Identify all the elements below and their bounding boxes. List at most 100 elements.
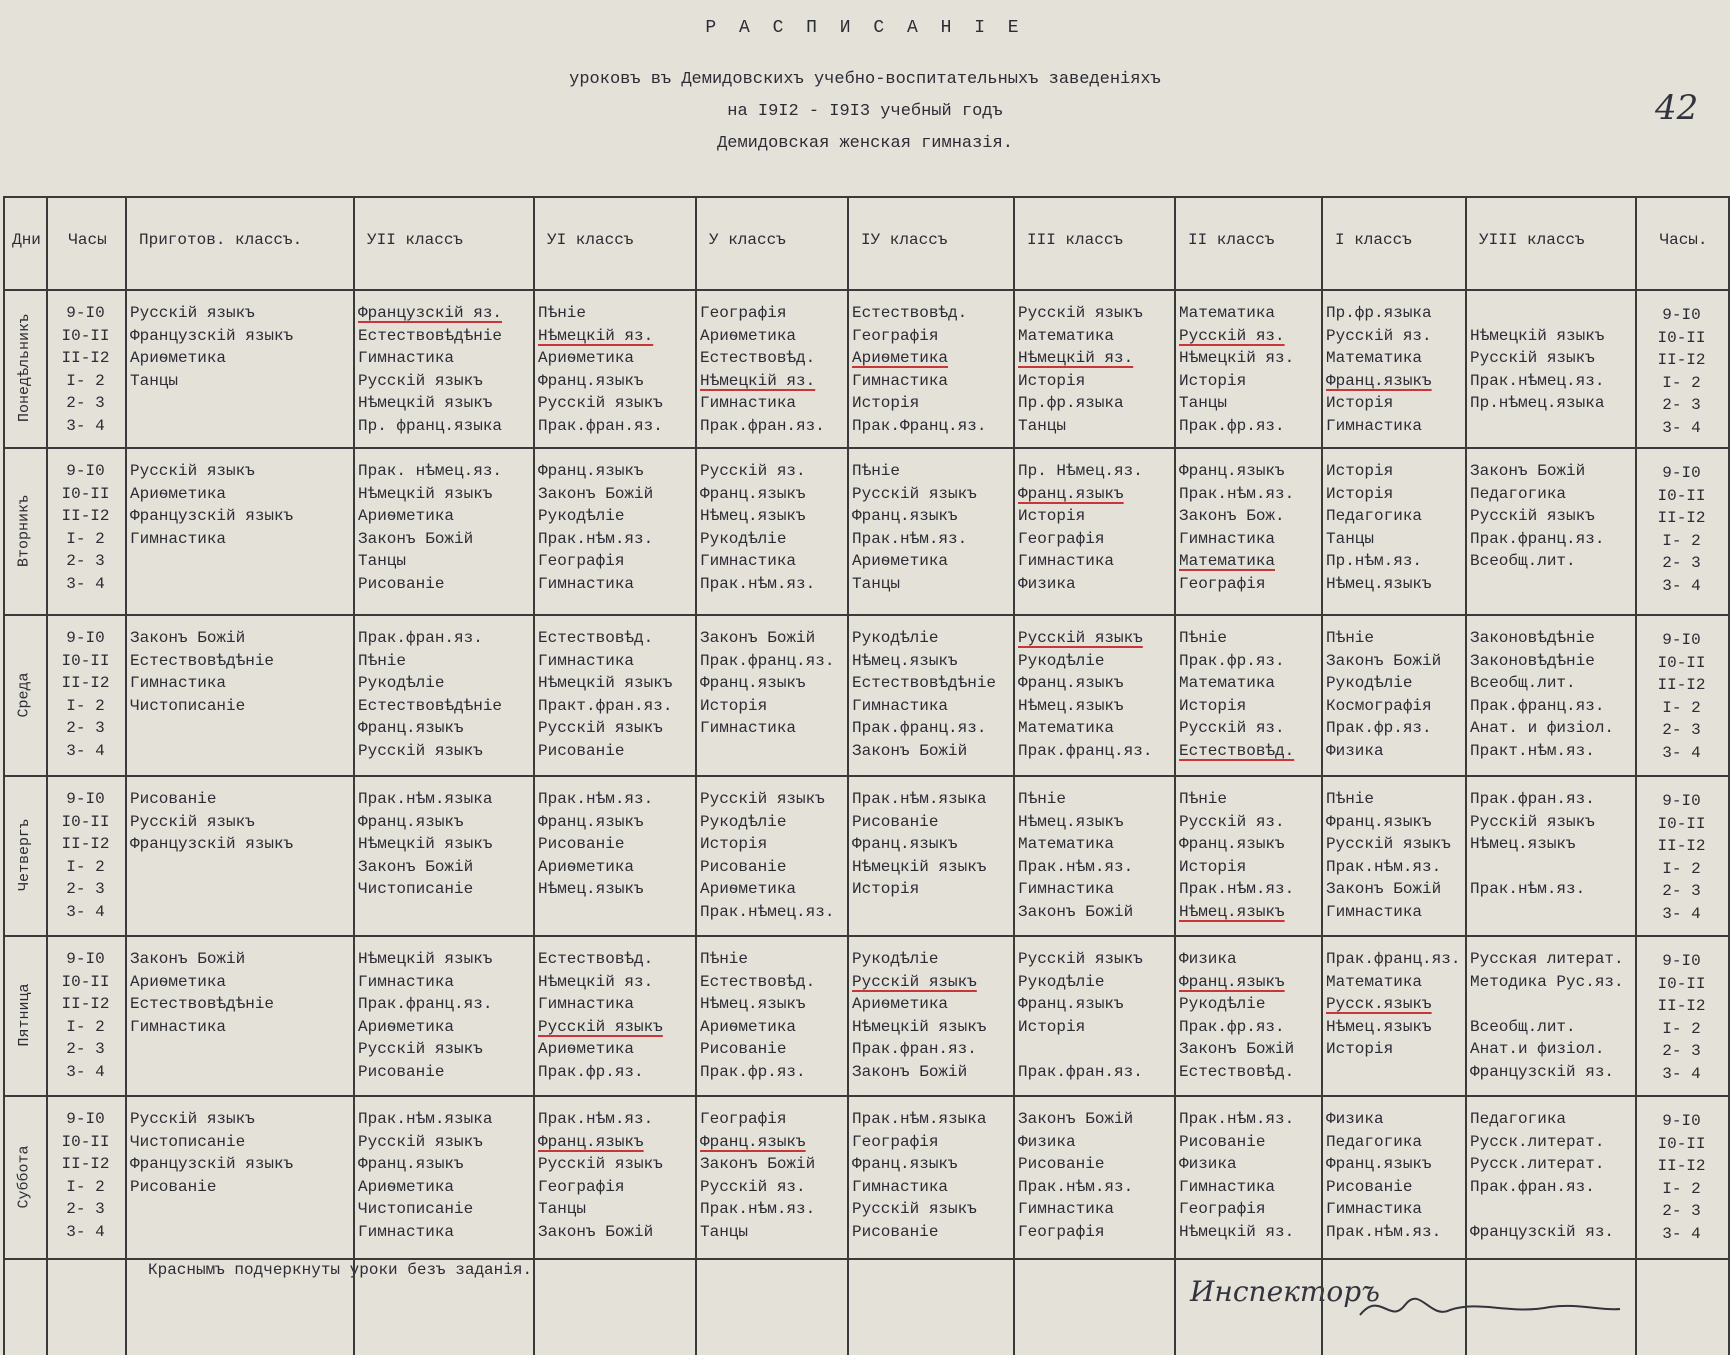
lesson: Прак.нѣм.яз. <box>538 529 654 548</box>
lesson: Рукодѣліе <box>1018 651 1105 670</box>
lesson: Франц.языкъ <box>358 812 464 831</box>
subtitle: Демидовская женская гимназія. <box>717 134 1013 153</box>
lesson: Франц.языкъ <box>358 719 464 737</box>
lesson: Математика <box>1179 304 1276 322</box>
lesson: Педагогика <box>1326 507 1423 525</box>
lesson: Франц.языкъ <box>538 462 644 480</box>
day-name: Среда <box>15 672 33 718</box>
hour: 3- 4 <box>1662 418 1701 437</box>
lesson: Естествовѣдѣніе <box>130 995 275 1013</box>
lesson: Рисованіе <box>1018 1155 1105 1173</box>
lesson: Русскій языкъ <box>1470 507 1595 525</box>
lesson: Рукодѣліе <box>1179 995 1266 1013</box>
lesson: Танцы <box>1179 394 1228 412</box>
hour: I- 2 <box>66 1017 105 1036</box>
lesson: Ариѳметика <box>358 1017 455 1036</box>
signature-title: Инспекторъ <box>1190 1275 1380 1308</box>
lesson: Законъ Божій <box>700 1155 816 1173</box>
lesson: Рукодѣліе <box>852 950 939 968</box>
lesson: Франц.языкъ <box>852 835 958 853</box>
lesson: Географія <box>852 1132 939 1151</box>
lesson: Исторія <box>1018 371 1086 390</box>
lesson: Анат.и физіол. <box>1470 1040 1605 1058</box>
lesson: Прак.нѣм.яз. <box>1470 880 1586 898</box>
lesson: Законъ Божій <box>358 857 474 876</box>
lesson: Русскій языкъ <box>358 371 483 390</box>
lesson: Ариѳметика <box>852 349 949 367</box>
column-header: II классъ <box>1188 231 1275 249</box>
lesson: Естествовѣд. <box>538 950 654 968</box>
hour: 3- 4 <box>1662 743 1701 762</box>
lesson: Прак.франц.яз. <box>852 719 987 737</box>
lesson: Русскій языкъ <box>358 1040 483 1058</box>
lesson: Гимнастика <box>852 696 949 715</box>
lesson: Прак.нѣм.яз. <box>1179 880 1295 898</box>
lesson: Исторія <box>1018 1017 1086 1036</box>
lesson: Пѣніе <box>1326 790 1375 808</box>
lesson: Естествовѣд. <box>1179 741 1295 760</box>
hour: 9-I0 <box>66 790 105 808</box>
lesson: Нѣмец.языкъ <box>1470 835 1576 853</box>
column-header: III классъ <box>1027 231 1124 249</box>
hour: 3- 4 <box>66 741 105 760</box>
hour: I0-II <box>61 1132 110 1151</box>
lesson: Математика <box>1326 349 1423 367</box>
lesson: Прак.нѣм.яз. <box>700 1200 816 1218</box>
lesson: Нѣмецкій яз. <box>538 972 654 991</box>
lesson: Русскій языкъ <box>130 1110 255 1128</box>
hour: 3- 4 <box>1662 904 1701 923</box>
lesson: Русскій языкъ <box>852 484 977 503</box>
lesson: Географія <box>1179 574 1266 593</box>
hour: II-I2 <box>61 507 110 525</box>
hour: 9-I0 <box>1662 464 1701 482</box>
hour: II-I2 <box>1657 1157 1706 1175</box>
lesson: Прак.фр.яз. <box>1326 719 1432 737</box>
lesson: Чистописаніе <box>358 880 474 898</box>
lesson: Нѣмец.языкъ <box>1018 696 1124 715</box>
lesson: Ариѳметика <box>538 1040 635 1058</box>
hour: I- 2 <box>66 857 105 876</box>
hour: 3- 4 <box>66 1062 105 1081</box>
lesson: Рисованіе <box>538 835 625 853</box>
hour: II-I2 <box>61 349 110 367</box>
lesson: Рисованіе <box>700 857 787 876</box>
lesson: Гимнастика <box>1326 902 1423 921</box>
hour: I0-II <box>61 972 110 991</box>
lesson: Законъ Божій <box>1470 462 1586 480</box>
hour: 2- 3 <box>66 719 105 737</box>
hour: 9-I0 <box>1662 952 1701 970</box>
lesson: Гимнастика <box>538 651 635 670</box>
lesson: Русскій языкъ <box>1018 304 1143 322</box>
lesson: Русскій языкъ <box>130 812 255 831</box>
hour: 2- 3 <box>1662 554 1701 572</box>
lesson: Прак.нѣм.яз. <box>1018 1177 1134 1196</box>
subtitle: уроковъ въ Демидовскихъ учебно-воспитате… <box>569 70 1161 89</box>
lesson: Законъ Божій <box>1179 1040 1295 1058</box>
lesson: Рукодѣліе <box>700 529 787 548</box>
lesson: Законовѣдѣніе <box>1470 629 1595 647</box>
lesson: Прак.нѣм.яз. <box>538 1110 654 1128</box>
hour: I- 2 <box>66 371 105 390</box>
lesson: Законъ Божій <box>700 629 816 647</box>
lesson: Законъ Божій <box>538 484 654 503</box>
lesson: Законовѣдѣніе <box>1470 651 1595 670</box>
lesson: Исторія <box>1179 371 1247 390</box>
lesson: Русскій языкъ <box>1470 812 1595 831</box>
lesson: Физика <box>1018 1132 1076 1151</box>
lesson: Гимнастика <box>1326 1200 1423 1218</box>
lesson: Прак.нѣм.яз. <box>1179 484 1295 503</box>
lesson: Естествовѣд. <box>700 349 816 367</box>
lesson: Прак.фр.яз. <box>1179 416 1285 435</box>
lesson: Исторія <box>1018 507 1086 525</box>
lesson: Франц.языкъ <box>1326 812 1432 831</box>
lesson: Ариѳметика <box>130 484 227 503</box>
lesson: Географія <box>538 552 625 570</box>
lesson: Русскій языкъ <box>130 304 255 322</box>
lesson: Прак.нѣм.яз. <box>538 790 654 808</box>
lesson: Нѣмецкій языкъ <box>1470 326 1605 345</box>
hour: II-I2 <box>61 674 110 692</box>
hour: 2- 3 <box>66 394 105 412</box>
hour: 2- 3 <box>1662 882 1701 900</box>
column-header: У классъ <box>709 231 786 249</box>
lesson: Рукодѣліе <box>1326 674 1413 692</box>
